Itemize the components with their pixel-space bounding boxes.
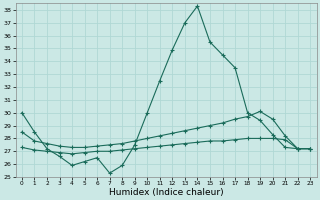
X-axis label: Humidex (Indice chaleur): Humidex (Indice chaleur) [109, 188, 223, 197]
